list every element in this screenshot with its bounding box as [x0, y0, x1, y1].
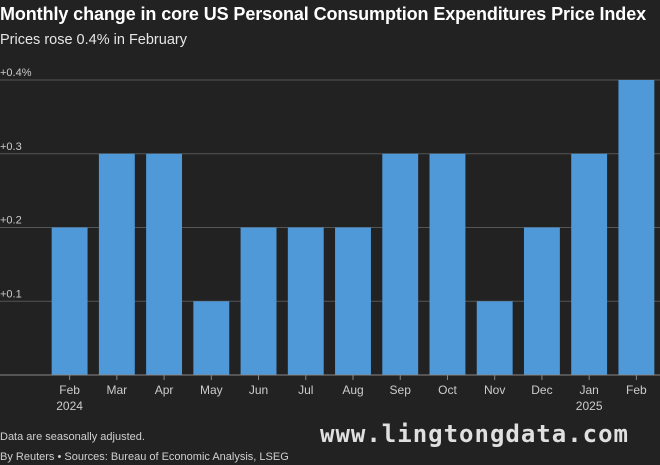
- bar: [476, 301, 513, 375]
- bar: [618, 80, 655, 375]
- x-tick-label: Aug: [342, 383, 363, 397]
- watermark-text: www.lingtongdata.com: [320, 420, 629, 448]
- x-tick-label: Jan: [579, 383, 598, 397]
- x-tick-label: Sep: [390, 383, 412, 397]
- x-tick-label: Jul: [298, 383, 313, 397]
- x-tick-label: Dec: [531, 383, 552, 397]
- x-tick-label: Nov: [484, 383, 505, 397]
- bar: [51, 227, 88, 375]
- x-tick-label: Jun: [249, 383, 268, 397]
- x-tick-year-label: 2024: [56, 399, 83, 413]
- chart-title: Monthly change in core US Personal Consu…: [0, 4, 647, 24]
- bar: [523, 227, 560, 375]
- x-tick-year-label: 2025: [576, 399, 603, 413]
- bar: [193, 301, 230, 375]
- bar: [287, 227, 324, 375]
- x-tick-label: Apr: [155, 383, 174, 397]
- x-tick-label: May: [200, 383, 223, 397]
- y-tick-label: +0.3: [0, 141, 22, 153]
- footnote: Data are seasonally adjusted.: [0, 431, 145, 443]
- bar: [98, 153, 135, 375]
- x-tick-label: Oct: [438, 383, 457, 397]
- bar: [429, 153, 466, 375]
- y-tick-label: +0.4%: [0, 67, 32, 79]
- bar: [240, 227, 277, 375]
- chart-subtitle: Prices rose 0.4% in February: [0, 32, 187, 48]
- y-tick-label: +0.1: [0, 288, 22, 300]
- source-credit: By Reuters • Sources: Bureau of Economic…: [0, 451, 289, 463]
- bar: [146, 153, 183, 375]
- bar: [335, 227, 371, 375]
- y-tick-label: +0.2: [0, 215, 22, 227]
- x-tick-label: Feb: [59, 383, 80, 397]
- x-tick-label: Mar: [107, 383, 128, 397]
- bar: [571, 153, 608, 375]
- x-tick-label: Feb: [626, 383, 647, 397]
- bar: [382, 153, 419, 375]
